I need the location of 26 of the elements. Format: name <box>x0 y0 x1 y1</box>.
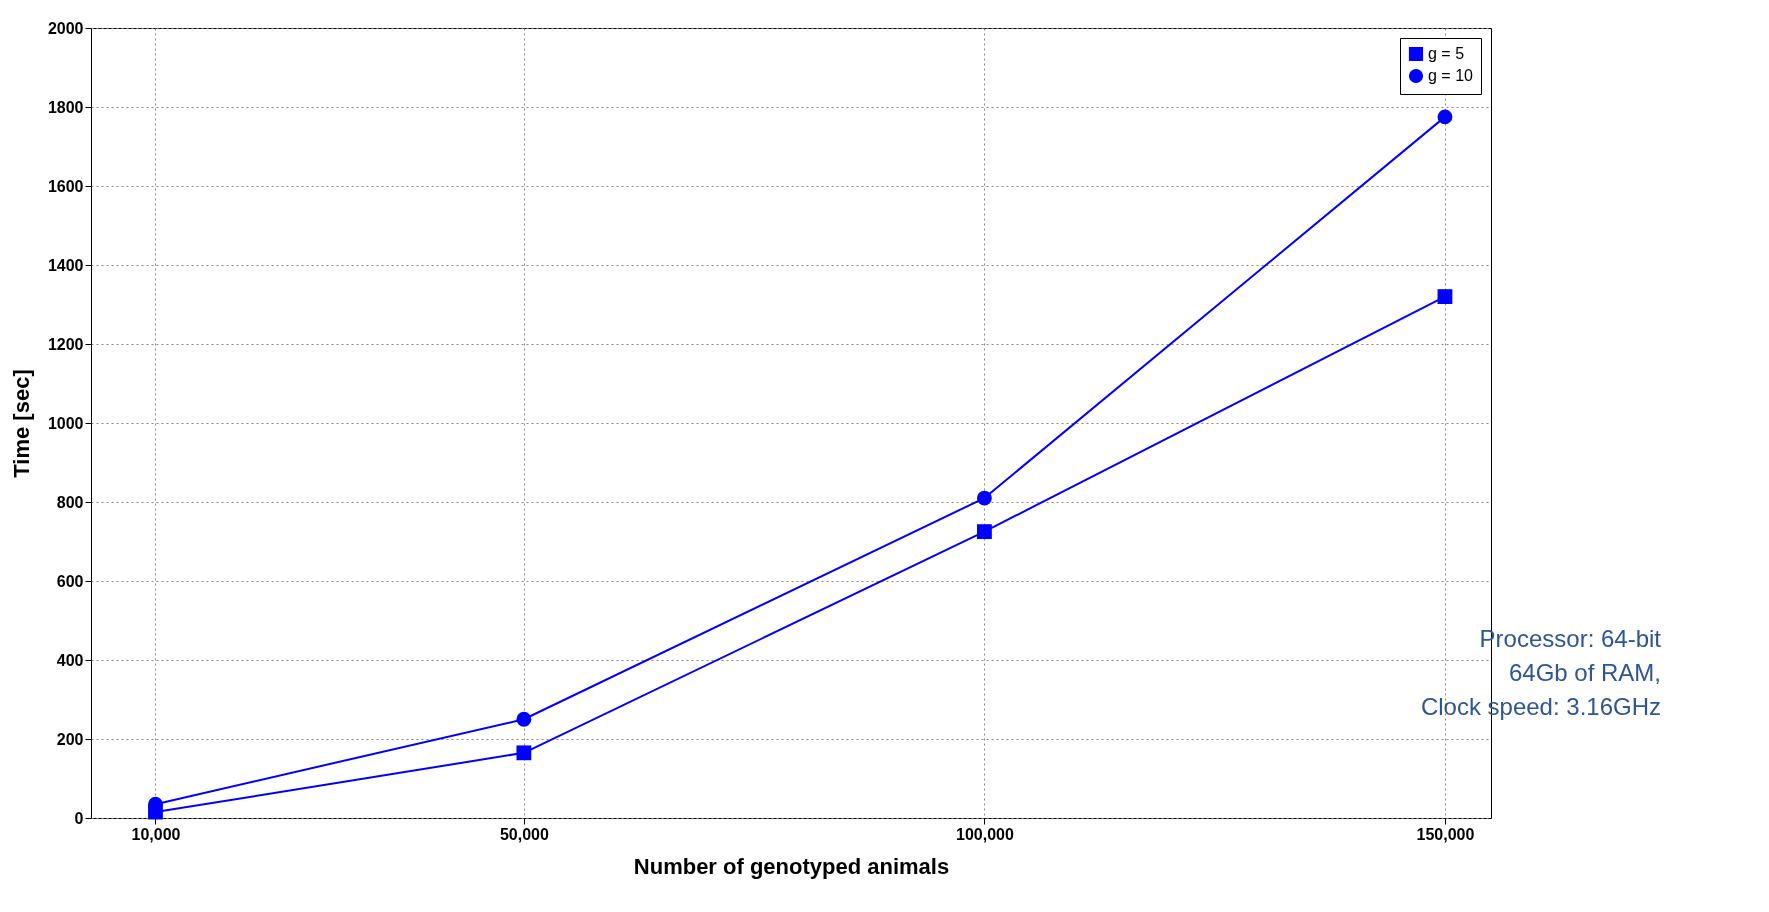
legend-label: g = 10 <box>1428 67 1474 84</box>
x-tick-label: 150,000 <box>1416 825 1475 843</box>
y-tick-label: 0 <box>74 809 84 827</box>
y-tick-label: 1200 <box>47 335 84 353</box>
y-tick-label: 800 <box>56 493 84 511</box>
y-tick-label: 200 <box>56 730 84 748</box>
point <box>977 490 992 506</box>
x-axis-title: Number of genotyped animals <box>633 853 950 879</box>
x-tick-label: 10,000 <box>131 825 181 843</box>
point <box>516 745 532 761</box>
y-tick-label: 400 <box>56 651 84 669</box>
point <box>1437 289 1453 305</box>
legend-label: g = 5 <box>1428 45 1465 62</box>
x-tick-label: 100,000 <box>956 825 1014 843</box>
point <box>977 524 992 540</box>
x-tick-label: 50,000 <box>499 825 549 843</box>
y-tick-label: 600 <box>56 572 84 590</box>
y-tick-label: 1000 <box>47 414 84 432</box>
point <box>516 711 532 727</box>
text: 64Gb of RAM, <box>1508 659 1661 687</box>
point <box>1437 109 1453 125</box>
y-tick-label: 1600 <box>47 177 84 195</box>
y-tick-label: 2000 <box>47 19 84 37</box>
y-axis-title: Time [sec] <box>8 369 34 478</box>
y-tick-label: 1800 <box>47 98 84 116</box>
y-tick-label: 1400 <box>47 256 84 274</box>
